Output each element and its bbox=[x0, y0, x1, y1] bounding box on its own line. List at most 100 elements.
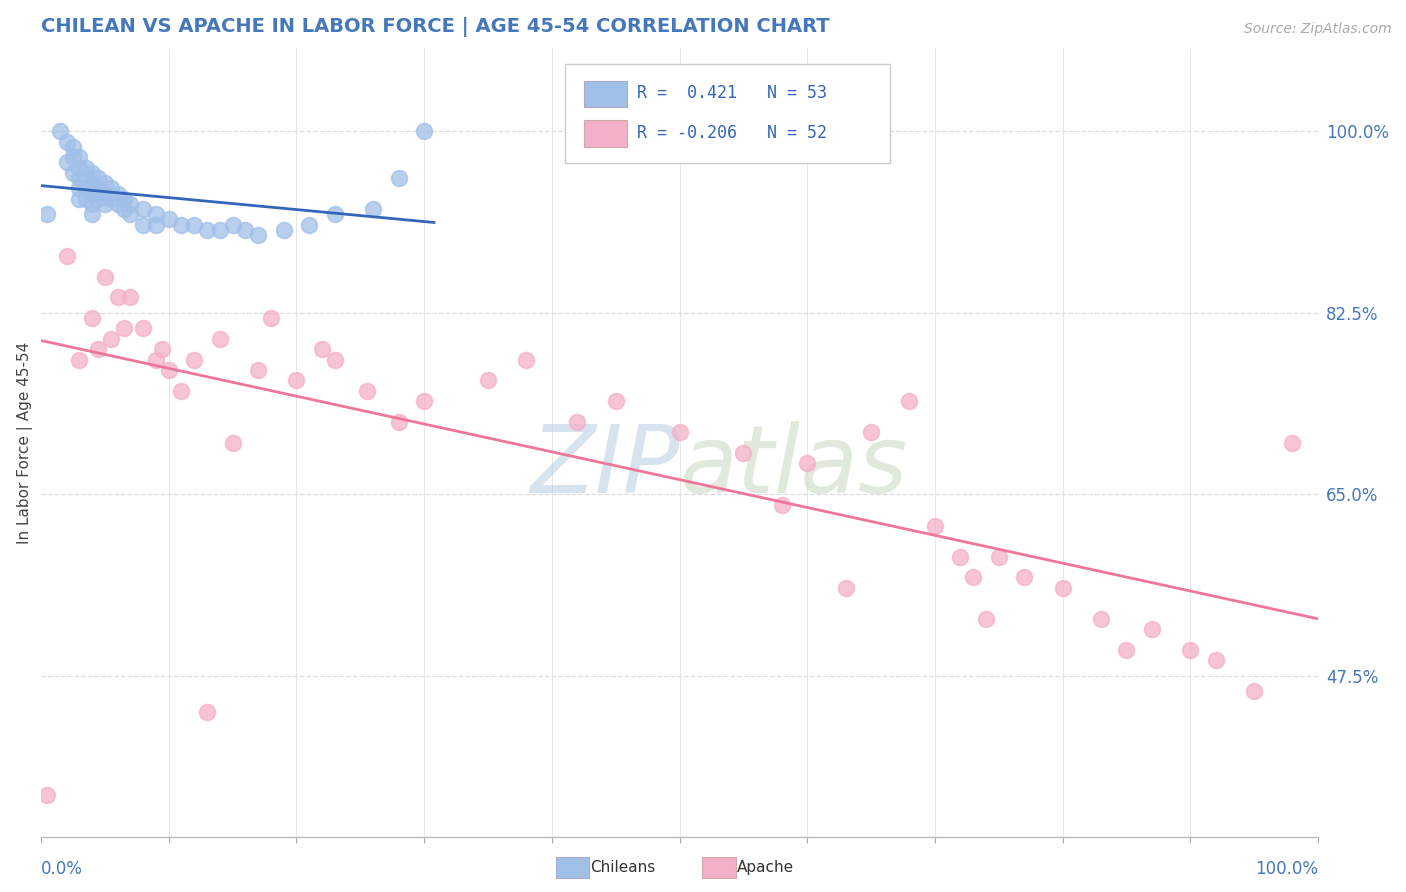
FancyBboxPatch shape bbox=[565, 64, 890, 162]
Point bbox=[1205, 653, 1227, 667]
Point bbox=[413, 394, 436, 409]
Point bbox=[208, 223, 231, 237]
Point bbox=[80, 176, 103, 190]
Point bbox=[1014, 570, 1036, 584]
Point bbox=[75, 161, 97, 175]
Point bbox=[112, 192, 135, 206]
Point bbox=[87, 192, 110, 206]
Point bbox=[145, 352, 167, 367]
Point bbox=[120, 197, 142, 211]
Point bbox=[987, 549, 1010, 564]
Point bbox=[247, 363, 270, 377]
Text: atlas: atlas bbox=[679, 421, 908, 512]
Point bbox=[387, 171, 409, 186]
Point bbox=[87, 181, 110, 195]
Point bbox=[247, 228, 270, 243]
Text: 0.0%: 0.0% bbox=[41, 861, 83, 879]
Text: Source: ZipAtlas.com: Source: ZipAtlas.com bbox=[1244, 22, 1392, 37]
Text: ZIP: ZIP bbox=[530, 421, 679, 512]
FancyBboxPatch shape bbox=[583, 120, 627, 147]
Point bbox=[515, 352, 537, 367]
Point bbox=[37, 207, 59, 221]
Point bbox=[100, 332, 122, 346]
Point bbox=[145, 218, 167, 232]
Point bbox=[67, 181, 90, 195]
Point bbox=[75, 192, 97, 206]
Point bbox=[733, 446, 755, 460]
Point bbox=[107, 290, 129, 304]
Point bbox=[221, 218, 243, 232]
Point bbox=[67, 171, 90, 186]
Point bbox=[1180, 643, 1202, 657]
Point bbox=[67, 352, 90, 367]
Point bbox=[311, 342, 333, 356]
Point bbox=[949, 549, 972, 564]
Point bbox=[37, 789, 59, 803]
Point bbox=[100, 192, 122, 206]
Text: R = -0.206   N = 52: R = -0.206 N = 52 bbox=[637, 124, 827, 142]
Point bbox=[605, 394, 627, 409]
Point bbox=[233, 223, 256, 237]
Point bbox=[924, 518, 946, 533]
Point bbox=[1140, 622, 1163, 636]
Point bbox=[356, 384, 378, 398]
Point bbox=[132, 218, 155, 232]
Point bbox=[107, 197, 129, 211]
Point bbox=[87, 171, 110, 186]
Point bbox=[477, 373, 499, 387]
Point bbox=[120, 290, 142, 304]
Point bbox=[323, 207, 346, 221]
Point bbox=[80, 311, 103, 326]
Point bbox=[1243, 684, 1265, 698]
Point bbox=[80, 197, 103, 211]
Point bbox=[298, 218, 321, 232]
Point bbox=[860, 425, 883, 439]
Point bbox=[62, 166, 84, 180]
Point bbox=[62, 150, 84, 164]
Point bbox=[157, 212, 180, 227]
Point bbox=[120, 207, 142, 221]
Point bbox=[195, 705, 218, 719]
Point bbox=[132, 202, 155, 216]
Point bbox=[170, 218, 193, 232]
Point bbox=[62, 140, 84, 154]
Point bbox=[834, 581, 856, 595]
Point bbox=[75, 171, 97, 186]
FancyBboxPatch shape bbox=[583, 80, 627, 107]
Point bbox=[567, 415, 589, 429]
Point bbox=[1052, 581, 1074, 595]
Point bbox=[94, 186, 117, 201]
Point bbox=[898, 394, 921, 409]
Point bbox=[387, 415, 409, 429]
Point bbox=[221, 435, 243, 450]
Text: R =  0.421   N = 53: R = 0.421 N = 53 bbox=[637, 84, 827, 103]
Point bbox=[273, 223, 295, 237]
Point bbox=[94, 197, 117, 211]
Point bbox=[183, 218, 205, 232]
Point bbox=[94, 176, 117, 190]
Y-axis label: In Labor Force | Age 45-54: In Labor Force | Age 45-54 bbox=[17, 342, 32, 543]
Point bbox=[80, 207, 103, 221]
Point bbox=[208, 332, 231, 346]
Point bbox=[1090, 612, 1112, 626]
Point bbox=[87, 342, 110, 356]
Text: Apache: Apache bbox=[737, 860, 794, 875]
Text: Chileans: Chileans bbox=[591, 860, 655, 875]
Point bbox=[770, 498, 793, 512]
Point bbox=[195, 223, 218, 237]
Point bbox=[55, 135, 77, 149]
Point bbox=[150, 342, 173, 356]
Point bbox=[94, 269, 117, 284]
Point bbox=[260, 311, 283, 326]
Point bbox=[157, 363, 180, 377]
Point bbox=[974, 612, 997, 626]
Point bbox=[413, 124, 436, 138]
Point bbox=[100, 181, 122, 195]
Point bbox=[962, 570, 984, 584]
Point bbox=[1115, 643, 1137, 657]
Text: CHILEAN VS APACHE IN LABOR FORCE | AGE 45-54 CORRELATION CHART: CHILEAN VS APACHE IN LABOR FORCE | AGE 4… bbox=[41, 17, 830, 37]
FancyBboxPatch shape bbox=[555, 857, 589, 878]
Point bbox=[75, 181, 97, 195]
Point bbox=[112, 202, 135, 216]
Point bbox=[668, 425, 690, 439]
